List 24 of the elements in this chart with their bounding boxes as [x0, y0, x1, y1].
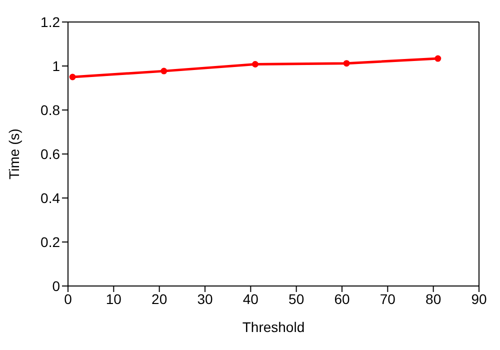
y-tick-label: 0.8	[40, 102, 60, 118]
y-tick-label: 0.6	[40, 146, 60, 162]
x-tick-label: 60	[334, 290, 350, 307]
x-axis-title: Threshold	[242, 319, 305, 335]
point	[252, 60, 258, 68]
x-tick-label: 20	[152, 290, 168, 307]
x-tick-label: 80	[426, 290, 442, 307]
y-tick-label: 1.2	[40, 14, 60, 30]
y-tick-label: 0	[52, 278, 60, 294]
x-tick-label: 70	[380, 290, 396, 307]
x-tick-label: 90	[471, 290, 487, 307]
x-tick-label: 30	[197, 290, 213, 307]
x-tick-label: 50	[288, 290, 304, 307]
x-tick-label: 40	[242, 290, 259, 307]
y-axis-title: Time (s)	[6, 128, 22, 180]
point	[160, 68, 168, 74]
y-tick-label: 0.4	[40, 190, 60, 206]
point	[343, 60, 350, 67]
y-tick-label: 0.2	[40, 234, 60, 250]
point	[69, 74, 76, 80]
point	[434, 55, 442, 62]
x-tick-label: 0	[64, 290, 72, 307]
x-tick-label: 10	[106, 290, 122, 307]
y-tick-label: 1	[52, 58, 60, 74]
